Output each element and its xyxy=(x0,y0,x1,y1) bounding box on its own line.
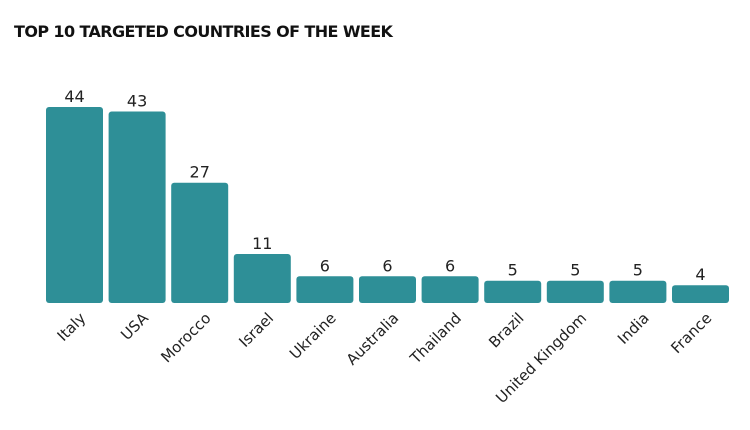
value-label-israel: 11 xyxy=(252,234,272,253)
bar-italy xyxy=(46,107,103,303)
value-label-usa: 43 xyxy=(127,92,147,111)
value-label-brazil: 5 xyxy=(508,261,518,280)
value-label-india: 5 xyxy=(633,261,643,280)
bar-india xyxy=(609,280,667,303)
bar-thailand xyxy=(421,276,479,303)
bar-morocco xyxy=(171,182,229,303)
bar-france xyxy=(672,285,729,303)
bars-layer xyxy=(46,107,729,303)
value-label-australia: 6 xyxy=(382,256,392,275)
value-label-thailand: 6 xyxy=(445,256,455,275)
category-label-morocco: Morocco xyxy=(157,309,214,366)
value-labels-layer: 44 43 27 11 6 6 6 5 5 5 4 xyxy=(64,87,705,284)
category-label-ukraine: Ukraine xyxy=(286,309,340,363)
bar-ukraine xyxy=(296,276,354,303)
category-label-france: France xyxy=(667,309,715,357)
value-label-morocco: 27 xyxy=(190,163,210,182)
category-label-thailand: Thailand xyxy=(406,309,465,368)
value-label-ukraine: 6 xyxy=(320,256,330,275)
bar-australia xyxy=(359,276,416,303)
category-label-italy: Italy xyxy=(54,309,90,345)
category-label-india: India xyxy=(614,309,653,348)
category-label-israel: Israel xyxy=(235,309,277,351)
bar-usa xyxy=(108,111,166,303)
category-label-brazil: Brazil xyxy=(485,309,527,351)
chart-title: TOP 10 TARGETED COUNTRIES OF THE WEEK xyxy=(14,22,393,41)
category-labels-layer: Italy USA Morocco Israel Ukraine Australia Tha… xyxy=(54,309,716,407)
bar-israel xyxy=(233,254,291,303)
value-label-united-kingdom: 5 xyxy=(570,261,580,280)
bar-brazil xyxy=(484,280,542,303)
value-label-france: 4 xyxy=(695,265,705,284)
value-label-italy: 44 xyxy=(64,87,84,106)
category-label-australia: Australia xyxy=(343,309,403,369)
category-label-usa: USA xyxy=(117,309,152,344)
bar-united-kingdom xyxy=(546,280,604,303)
